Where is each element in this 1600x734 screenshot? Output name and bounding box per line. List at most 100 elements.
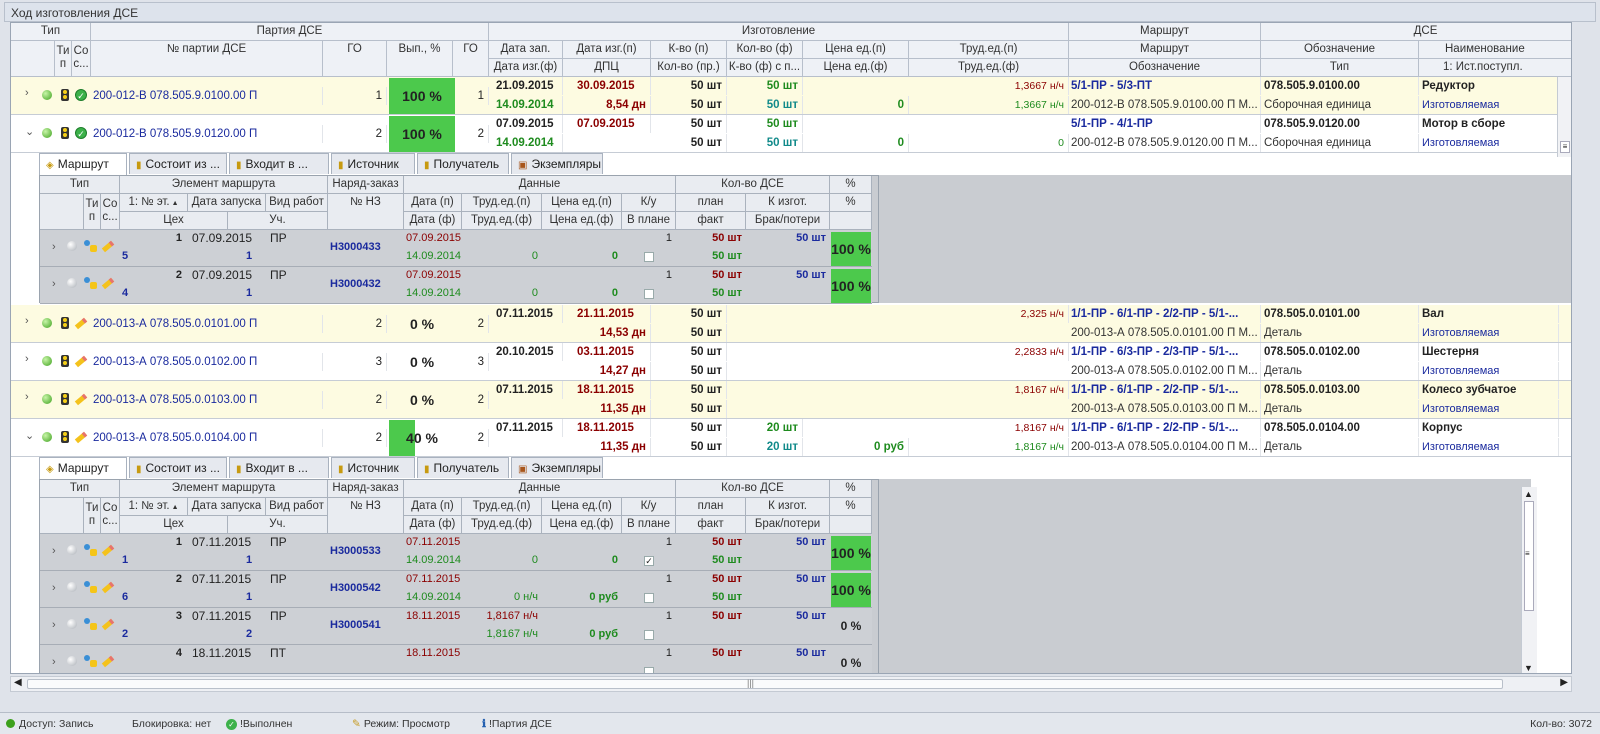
sub-header-21[interactable]: Уч.: [228, 212, 328, 230]
in-plan-checkbox[interactable]: [644, 289, 654, 299]
batch-number-link[interactable]: 200-012-В 078.505.9.0120.00 П: [91, 125, 323, 143]
source-type[interactable]: Изготовляемая: [1419, 362, 1559, 380]
subgrid-vscroll[interactable]: ▲ ≡ ▼: [1521, 487, 1537, 673]
sub-header-12[interactable]: № НЗ: [328, 194, 404, 230]
chevron-right-icon[interactable]: ›: [25, 353, 29, 365]
expand-chevron-icon[interactable]: ›: [52, 545, 56, 557]
header-col-ist[interactable]: 1: Ист.поступл.: [1419, 59, 1571, 77]
sub-header-7[interactable]: Ти п: [84, 194, 101, 230]
sub-header-23[interactable]: Труд.ед.(ф): [462, 516, 542, 534]
expand-chevron-icon[interactable]: ›: [52, 582, 56, 594]
chevron-down-icon[interactable]: ⌄: [25, 126, 35, 138]
header-col-oboz[interactable]: Обозначение: [1261, 41, 1419, 59]
in-plan-checkbox[interactable]: [644, 667, 654, 673]
sub-header-7[interactable]: Ти п: [84, 498, 101, 534]
sub-header-15[interactable]: Цена ед.(п): [542, 194, 622, 212]
sub-header-5[interactable]: %: [830, 176, 872, 194]
sub-header-17[interactable]: план: [676, 194, 746, 212]
header-col-trud-f[interactable]: Труд.ед.(ф): [909, 59, 1069, 77]
horizontal-scrollbar[interactable]: ◀ ||| ▶: [10, 676, 1572, 692]
tab-5[interactable]: ▣ Экземпляры: [511, 457, 603, 478]
header-col-marshrut[interactable]: Маршрут: [1069, 41, 1261, 59]
sub-header-27[interactable]: Брак/потери: [746, 212, 830, 230]
header-col-trud-p[interactable]: Труд.ед.(п): [909, 41, 1069, 59]
sub-header-26[interactable]: факт: [676, 516, 746, 534]
header-col-kvo-p[interactable]: К-во (п): [651, 41, 727, 59]
sub-header-13[interactable]: Дата (п): [404, 194, 462, 212]
tab-1[interactable]: ▮ Состоит из ...: [129, 153, 227, 174]
header-col-dpc[interactable]: ДПЦ: [563, 59, 651, 77]
header-col-tip2[interactable]: Тип: [1261, 59, 1419, 77]
header-col-cena-f[interactable]: Цена ед.(ф): [803, 59, 909, 77]
tab-3[interactable]: ▮ Источник: [331, 457, 415, 478]
sub-header-14[interactable]: Труд.ед.(п): [462, 498, 542, 516]
expand-chevron-icon[interactable]: ›: [52, 619, 56, 631]
header-col-naim[interactable]: Наименование: [1419, 41, 1571, 59]
batch-number-link[interactable]: 200-013-А 078.505.0.0104.00 П: [91, 429, 323, 447]
sub-header-18[interactable]: К изгот.: [746, 194, 830, 212]
sub-header-14[interactable]: Труд.ед.(п): [462, 194, 542, 212]
sub-header-10[interactable]: Дата запуска: [188, 194, 266, 212]
sub-header-2[interactable]: Наряд-заказ: [328, 176, 404, 194]
batch-number-link[interactable]: 200-012-В 078.505.9.0100.00 П: [91, 87, 323, 105]
sub-header-16[interactable]: К/у: [622, 194, 676, 212]
sub-header-22[interactable]: Дата (ф): [404, 516, 462, 534]
order-link[interactable]: Н3000533: [330, 545, 381, 557]
chevron-right-icon[interactable]: ›: [25, 315, 29, 327]
batch-number-link[interactable]: 200-013-А 078.505.0.0101.00 П: [91, 315, 323, 333]
header-col-data-zap[interactable]: Дата зап.: [489, 41, 563, 59]
vscroll-thumb[interactable]: [1524, 501, 1534, 611]
header-col-sost[interactable]: Со с...: [72, 41, 91, 77]
header-col-oboz2[interactable]: Обозначение: [1069, 59, 1261, 77]
vscroll-grip-icon[interactable]: ≡: [1560, 141, 1570, 153]
header-col-go[interactable]: ГО: [323, 41, 387, 77]
sub-header-5[interactable]: %: [830, 480, 872, 498]
sub-header-16[interactable]: К/у: [622, 498, 676, 516]
sub-header-20[interactable]: Цех: [120, 212, 228, 230]
order-link[interactable]: Н3000433: [330, 241, 381, 253]
source-type[interactable]: Изготовляемая: [1419, 324, 1559, 342]
expand-chevron-icon[interactable]: ›: [52, 278, 56, 290]
source-type[interactable]: Изготовляемая: [1419, 438, 1559, 456]
sub-header-3[interactable]: Данные: [404, 480, 676, 498]
sub-header-27[interactable]: Брак/потери: [746, 516, 830, 534]
sub-header-24[interactable]: Цена ед.(ф): [542, 516, 622, 534]
sub-header-8[interactable]: Со с...: [101, 194, 120, 230]
sub-row[interactable]: › 1 07.09.2015 ПР 5 1 Н3000433 07.09.2015 14.09.…: [40, 230, 872, 267]
main-grid[interactable]: Тип Партия ДСЕ Изготовление Маршрут ДСЕ …: [10, 22, 1572, 674]
sub-header-12[interactable]: № НЗ: [328, 498, 404, 534]
tab-1[interactable]: ▮ Состоит из ...: [129, 457, 227, 478]
sub-header-4[interactable]: Кол-во ДСЕ: [676, 176, 830, 194]
sub-header-15[interactable]: Цена ед.(п): [542, 498, 622, 516]
sub-row[interactable]: › 1 07.11.2015 ПР 1 1 Н3000533 07.11.2015 14.09.…: [40, 534, 872, 571]
hscroll-thumb[interactable]: [27, 679, 1503, 689]
sub-header-25[interactable]: В плане: [622, 516, 676, 534]
order-link[interactable]: Н3000542: [330, 582, 381, 594]
header-col-cena-p[interactable]: Цена ед.(п): [803, 41, 909, 59]
header-col-kvo-pr[interactable]: Кол-во (пр.): [651, 59, 727, 77]
chevron-down-icon[interactable]: ⌄: [25, 430, 35, 442]
batch-row[interactable]: ⌄ 200-013-А 078.505.0.0104.00 П 2 40 % 2 07.1…: [11, 419, 1571, 457]
scroll-right-icon[interactable]: ▶: [1560, 677, 1568, 688]
tab-4[interactable]: ▮ Получатель: [417, 153, 509, 174]
batch-number-link[interactable]: 200-013-А 078.505.0.0103.00 П: [91, 391, 323, 409]
in-plan-checkbox[interactable]: [644, 252, 654, 262]
sub-header-8[interactable]: Со с...: [101, 498, 120, 534]
tab-0[interactable]: ◈ Маршрут: [39, 153, 127, 175]
detail-tabs[interactable]: ◈ Маршрут ▮ Состоит из ... ▮ Входит в ... ▮ Ист…: [39, 153, 639, 175]
tab-0[interactable]: ◈ Маршрут: [39, 457, 127, 479]
scroll-down-icon[interactable]: ▼: [1524, 663, 1533, 673]
sub-header-4[interactable]: Кол-во ДСЕ: [676, 480, 830, 498]
detail-subgrid[interactable]: Тип Элемент маршрута Наряд-заказ Данные Кол-…: [39, 175, 879, 304]
sub-header-2[interactable]: Наряд-заказ: [328, 480, 404, 498]
scroll-up-icon[interactable]: ▲: [1524, 489, 1533, 499]
in-plan-checkbox[interactable]: ✓: [644, 556, 654, 566]
sub-header-1[interactable]: Элемент маршрута: [120, 480, 328, 498]
sub-row[interactable]: › 3 07.11.2015 ПР 2 2 Н3000541 18.11.2015 1,8167…: [40, 608, 872, 645]
sub-header-17[interactable]: план: [676, 498, 746, 516]
sub-header-18[interactable]: К изгот.: [746, 498, 830, 516]
sub-header-19[interactable]: %: [830, 498, 872, 516]
order-link[interactable]: Н3000432: [330, 278, 381, 290]
